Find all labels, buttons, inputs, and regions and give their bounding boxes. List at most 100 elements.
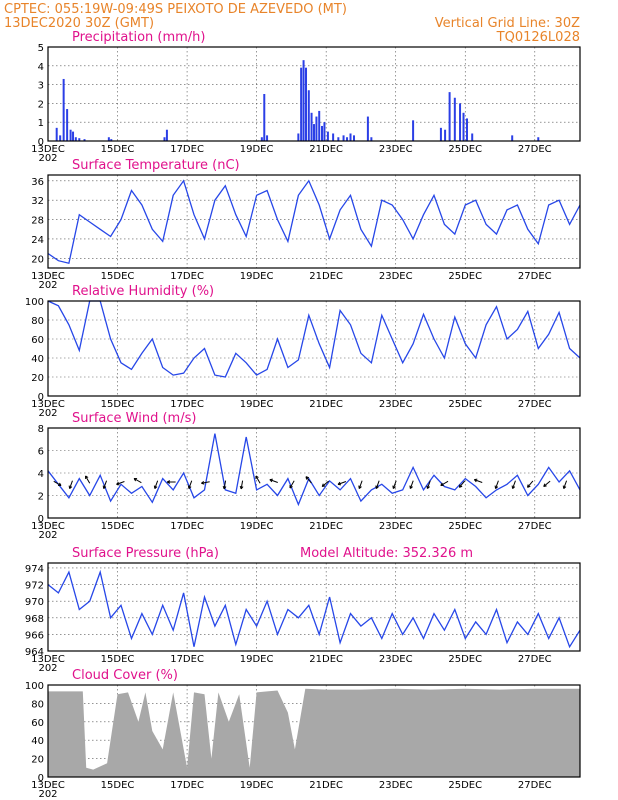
- wind-arrow: [527, 480, 534, 488]
- wind-arrow-head: [563, 486, 567, 489]
- panel-annotation: Model Altitude: 352.326 m: [300, 546, 473, 561]
- wind-arrow: [440, 480, 449, 486]
- y-tick-label: 8: [38, 424, 44, 435]
- series-line: [47, 179, 581, 264]
- precip-bar: [462, 112, 465, 141]
- precip-bar: [74, 137, 77, 141]
- wind-arrow: [116, 481, 125, 485]
- wind-arrow-head: [103, 486, 107, 489]
- y-tick-label: 24: [31, 235, 44, 246]
- header-model-id: TQ0126L028: [496, 30, 580, 45]
- wind-arrow: [426, 480, 431, 489]
- x-tick-label: 25DEC: [448, 780, 482, 791]
- panel-frame: [47, 46, 581, 142]
- precip-bar: [307, 90, 310, 141]
- wind-arrow-head: [240, 486, 244, 490]
- panel-frame: [47, 562, 581, 652]
- y-tick-label: 20: [31, 373, 44, 384]
- precip-bar: [320, 125, 323, 141]
- wind-arrow-head: [59, 482, 62, 486]
- series-line: [47, 433, 581, 507]
- wind-arrow-head: [427, 486, 430, 489]
- x-year-label: 202: [38, 663, 57, 674]
- wind-arrow: [495, 480, 499, 489]
- precip-bar: [349, 133, 352, 141]
- y-tick-label: 36: [31, 177, 44, 188]
- precip-bar: [83, 139, 86, 141]
- wind-arrow-head: [188, 486, 192, 489]
- y-tick-label: 0: [38, 773, 44, 784]
- wind-arrow-head: [358, 486, 362, 489]
- panel-title: Surface Temperature (nC): [72, 158, 240, 173]
- x-tick-label: 21DEC: [309, 144, 343, 155]
- x-tick-label: 23DEC: [379, 271, 413, 282]
- series-line: [47, 300, 581, 378]
- wind-arrow-head: [201, 482, 205, 485]
- x-tick-label: 19DEC: [240, 271, 274, 282]
- wind-arrow-head: [269, 479, 273, 483]
- wind-arrow: [223, 480, 227, 489]
- wind-arrow: [269, 479, 278, 483]
- wind-arrow-head: [527, 485, 531, 488]
- wind-arrow: [409, 480, 414, 489]
- panel-frame: [47, 174, 581, 269]
- x-tick-label: 21DEC: [309, 780, 343, 791]
- y-tick-label: 2: [38, 492, 44, 503]
- precip-bar: [459, 103, 462, 141]
- y-tick-label: 40: [31, 354, 44, 365]
- y-tick-label: 60: [31, 718, 44, 729]
- x-tick-label: 17DEC: [170, 144, 204, 155]
- y-tick-label: 6: [38, 447, 44, 458]
- x-tick-label: 19DEC: [240, 144, 274, 155]
- panel-2: 0 20 40 60 80 100 Relative Humidity (%) 13DEC 15…: [25, 284, 581, 419]
- precip-bar: [342, 135, 345, 141]
- y-tick-label: 970: [25, 597, 44, 608]
- precip-bar: [511, 135, 514, 141]
- precip-bar: [165, 129, 168, 141]
- precip-bar: [260, 137, 263, 141]
- x-tick-label: 19DEC: [240, 399, 274, 410]
- y-tick-label: 20: [31, 254, 44, 265]
- wind-arrow: [474, 479, 483, 483]
- precip-bar: [72, 131, 75, 141]
- precip-bar: [297, 133, 300, 141]
- x-tick-label: 17DEC: [170, 271, 204, 282]
- x-tick-label: 13DEC: [31, 654, 65, 665]
- x-tick-label: 25DEC: [448, 144, 482, 155]
- x-tick-label: 23DEC: [379, 521, 413, 532]
- precip-bar: [310, 112, 313, 141]
- wind-arrow-head: [473, 479, 477, 483]
- x-tick-label: 17DEC: [170, 780, 204, 791]
- precip-bar: [439, 127, 442, 141]
- precip-bar: [370, 137, 373, 141]
- precip-bar: [318, 110, 321, 141]
- x-tick-label: 15DEC: [101, 399, 135, 410]
- x-year-label: 202: [38, 530, 57, 541]
- wind-arrow: [69, 480, 73, 489]
- precip-bar: [266, 135, 269, 141]
- wind-arrow: [321, 480, 329, 487]
- y-tick-label: 972: [25, 581, 44, 592]
- panel-title: Surface Pressure (hPa): [72, 546, 219, 561]
- wind-arrow: [255, 475, 261, 484]
- wind-arrow-head: [166, 481, 171, 484]
- precip-bar: [332, 133, 335, 141]
- y-tick-label: 0: [38, 514, 44, 525]
- y-tick-label: 966: [25, 630, 44, 641]
- wind-arrow: [392, 480, 397, 489]
- x-year-label: 202: [38, 408, 57, 419]
- panel-5: 0 20 40 60 80 100 Cloud Cover (%) 13DEC 15DEC 17D…: [25, 668, 581, 800]
- precip-bar: [471, 133, 474, 141]
- panel-title: Surface Wind (m/s): [72, 411, 196, 426]
- wind-arrow: [543, 480, 551, 487]
- x-tick-label: 19DEC: [240, 780, 274, 791]
- wind-arrow: [188, 480, 193, 489]
- wind-arrow-head: [459, 485, 463, 488]
- x-tick-label: 21DEC: [309, 654, 343, 665]
- precip-bar: [352, 135, 355, 141]
- x-tick-label: 27DEC: [518, 399, 552, 410]
- wind-arrow: [337, 481, 347, 485]
- wind-arrow: [512, 480, 516, 489]
- precip-bar: [110, 139, 113, 141]
- precip-bar: [323, 122, 326, 141]
